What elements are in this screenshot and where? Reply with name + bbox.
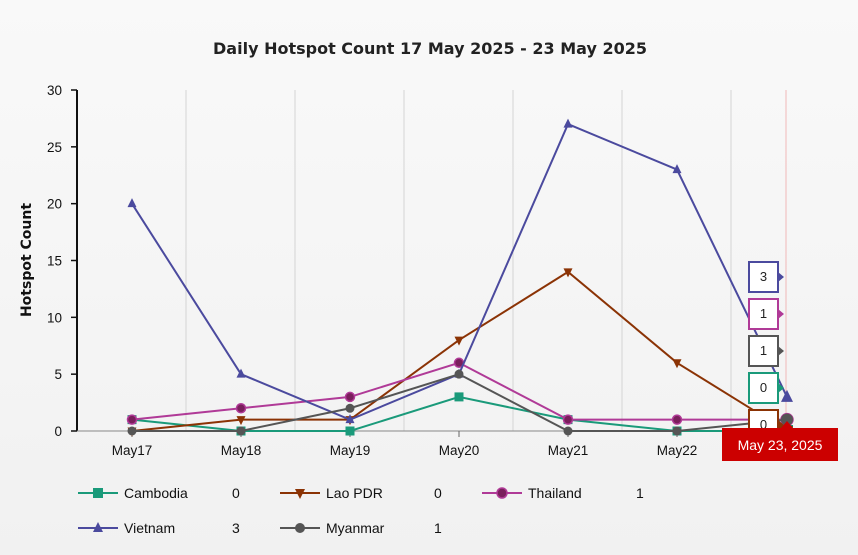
tooltip-box-thailand <box>748 298 779 330</box>
tooltip-box-myanmar <box>748 335 779 367</box>
data-point-myanmar <box>127 426 137 436</box>
x-tick-label: May22 <box>657 443 698 458</box>
tooltip-pointer-cambodia <box>778 383 784 393</box>
legend-label-myanmar: Myanmar <box>326 520 385 536</box>
series-line-myanmar <box>132 373 788 432</box>
legend-label-cambodia: Cambodia <box>124 485 188 501</box>
legend-marker-myanmar <box>295 523 305 533</box>
x-hover-label-pointer <box>781 421 793 428</box>
legend-item-vietnam: Vietnam 3 <box>78 520 240 536</box>
series-line-lao-pdr <box>131 270 788 432</box>
data-point-vietnam <box>127 198 137 208</box>
gridlines <box>185 90 787 431</box>
data-point-vietnam <box>563 118 573 128</box>
hover-tooltips: 3 1 1 0 0 May 23, 2025 <box>722 261 838 461</box>
x-hover-label-text: May 23, 2025 <box>738 437 823 453</box>
data-point-cambodia <box>454 392 464 402</box>
data-point-vietnam <box>672 164 682 174</box>
chart-title: Daily Hotspot Count 17 May 2025 - 23 May… <box>213 39 647 58</box>
legend-marker-thailand <box>496 487 508 499</box>
data-point-thailand <box>344 391 356 403</box>
tooltip-value-cambodia: 0 <box>760 380 767 395</box>
legend-item-myanmar: Myanmar 1 <box>280 520 442 536</box>
tooltip-vietnam: 3 <box>748 261 784 293</box>
data-point-thailand <box>235 403 247 414</box>
series-myanmar <box>127 369 793 436</box>
data-point-myanmar <box>672 426 682 436</box>
legend-label-vietnam: Vietnam <box>124 520 175 536</box>
data-point-lao-pdr <box>454 336 464 346</box>
legend-value-vietnam: 3 <box>232 520 240 536</box>
tooltip-box-vietnam <box>748 261 779 293</box>
y-tick-label: 20 <box>47 197 62 212</box>
data-point-myanmar <box>236 426 246 436</box>
x-tick-label: May18 <box>221 443 262 458</box>
data-point-lao-pdr <box>672 359 682 369</box>
legend-marker-lao-pdr <box>295 489 305 499</box>
tooltip-value-vietnam: 3 <box>760 269 767 284</box>
tooltip-cambodia: 0 <box>748 372 784 404</box>
y-axis-label: Hotspot Count <box>19 203 35 317</box>
tooltip-pointer-thailand <box>778 309 784 319</box>
data-point-myanmar <box>563 426 573 436</box>
tooltip-myanmar: 1 <box>748 335 784 367</box>
legend-label-lao-pdr: Lao PDR <box>326 485 383 501</box>
data-point-vietnam <box>345 414 355 424</box>
x-hover-label-box <box>722 428 838 461</box>
tooltip-thailand: 1 <box>748 298 784 330</box>
data-point-thailand <box>671 414 683 425</box>
x-tick-label: May19 <box>330 443 371 458</box>
series-thailand <box>126 357 794 427</box>
y-tick-label: 10 <box>47 310 62 325</box>
data-point-thailand <box>562 414 574 425</box>
data-point-myanmar <box>454 369 464 379</box>
x-tick-label: May17 <box>112 443 153 458</box>
y-tick-label: 25 <box>47 140 62 155</box>
series-line-cambodia <box>131 395 787 432</box>
legend: Cambodia 0 Lao PDR 0 Thailand 1 Vietnam 3 Myanma… <box>78 485 644 536</box>
legend-value-lao-pdr: 0 <box>434 485 442 501</box>
legend-item-thailand: Thailand 1 <box>482 485 644 501</box>
tooltip-value-thailand: 1 <box>760 306 767 321</box>
legend-item-cambodia: Cambodia 0 <box>78 485 240 501</box>
x-tick-label: May20 <box>439 443 480 458</box>
data-point-myanmar <box>781 413 793 426</box>
tooltip-pointer-lao-pdr <box>778 420 784 430</box>
legend-label-thailand: Thailand <box>528 485 582 501</box>
data-point-vietnam <box>781 389 793 402</box>
legend-marker-cambodia <box>93 488 103 498</box>
legend-marker-vietnam <box>93 522 103 532</box>
y-tick-label: 15 <box>47 254 62 269</box>
data-point-myanmar <box>345 403 355 413</box>
legend-item-lao-pdr: Lao PDR 0 <box>280 485 442 501</box>
data-point-lao-pdr <box>236 416 246 426</box>
y-tick-label: 5 <box>54 367 62 382</box>
legend-value-thailand: 1 <box>636 485 644 501</box>
y-tick-label: 0 <box>54 424 62 439</box>
legend-value-cambodia: 0 <box>232 485 240 501</box>
data-point-cambodia <box>345 426 355 436</box>
legend-value-myanmar: 1 <box>434 520 442 536</box>
data-point-thailand <box>126 414 138 425</box>
data-point-vietnam <box>236 368 246 378</box>
tooltip-pointer-vietnam <box>778 272 784 282</box>
y-tick-label: 30 <box>47 83 62 98</box>
tooltip-box-cambodia <box>748 372 779 404</box>
tooltip-pointer-myanmar <box>778 346 784 356</box>
series-lines <box>126 118 794 438</box>
x-hover-label: May 23, 2025 <box>722 421 838 461</box>
x-tick-label: May21 <box>548 443 589 458</box>
tooltip-value-myanmar: 1 <box>760 343 767 358</box>
data-point-lao-pdr <box>563 268 573 278</box>
tooltip-value-lao-pdr: 0 <box>760 417 767 432</box>
